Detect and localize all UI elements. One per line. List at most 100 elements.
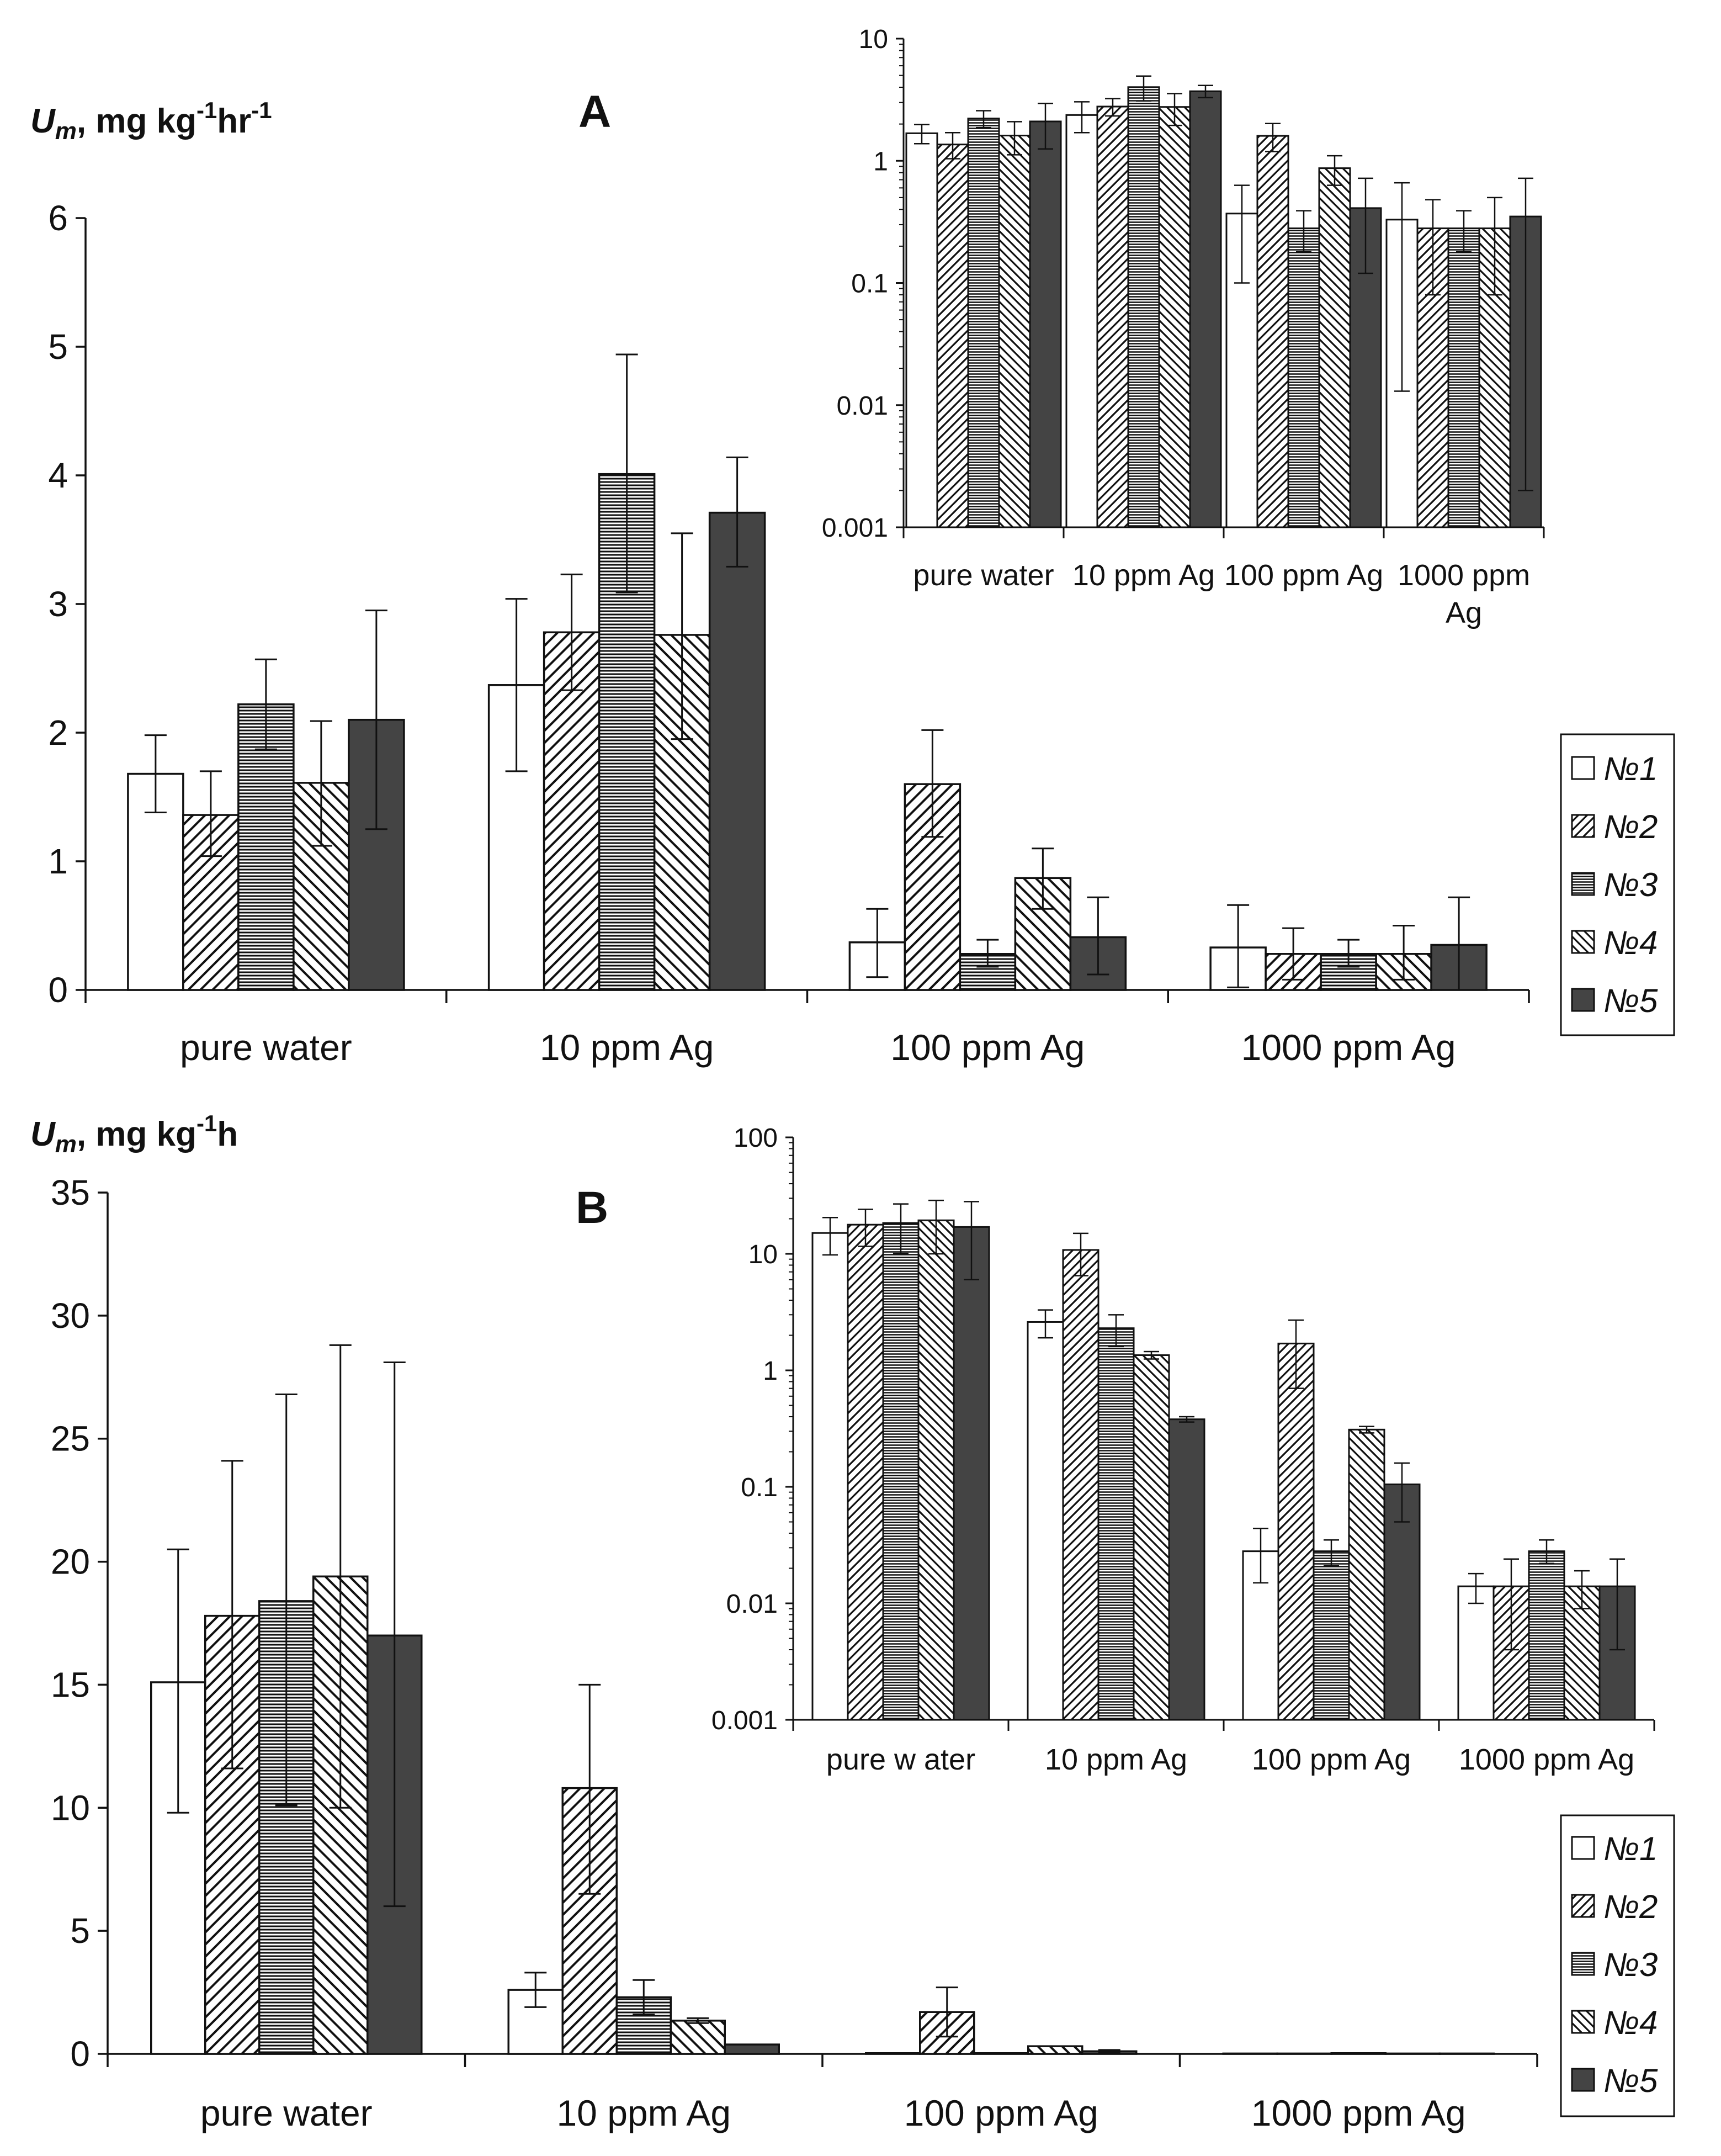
B-main-y-tick-label: 10 bbox=[51, 1788, 90, 1827]
B-main-bar-4 bbox=[1027, 2045, 1083, 2055]
A-main-bar-5 bbox=[708, 511, 766, 991]
B-inset-y-tick-label: 0.01 bbox=[726, 1590, 778, 1619]
legend-b-label-3: №3 bbox=[1603, 1946, 1658, 1983]
A-inset-bar-3 bbox=[1287, 227, 1320, 528]
legend-a-swatch-2 bbox=[1571, 814, 1595, 838]
panel-b-letter: B bbox=[576, 1183, 608, 1233]
A-inset-bar-3 bbox=[1127, 86, 1160, 528]
panel-b-legend: №1 №2 №3 №4 №5 bbox=[1560, 1814, 1675, 2117]
legend-a-swatch-5 bbox=[1571, 988, 1595, 1012]
legend-a-swatch-1 bbox=[1571, 756, 1595, 780]
B-main-category-label: 10 ppm Ag bbox=[556, 2093, 731, 2133]
B-main-bar-4 bbox=[670, 2020, 726, 2055]
B-inset-bar-4 bbox=[1348, 1428, 1385, 1721]
legend-b-label-1: №1 bbox=[1603, 1830, 1658, 1867]
B-inset-category-label: pure w ater bbox=[826, 1743, 975, 1776]
B-inset-y-tick-label: 1 bbox=[763, 1357, 778, 1386]
B-main-y-tick-label: 0 bbox=[70, 2034, 90, 2074]
A-main-y-tick-label: 6 bbox=[48, 198, 68, 238]
B-main-bar-4 bbox=[1384, 2052, 1441, 2055]
B-inset-y-tick-label: 10 bbox=[748, 1240, 778, 1269]
B-main-category-label: 100 ppm Ag bbox=[904, 2093, 1098, 2133]
B-inset-bar-3 bbox=[1313, 1550, 1350, 1721]
B-main-bar-1 bbox=[865, 2052, 921, 2055]
A-inset-bar-1 bbox=[1065, 114, 1098, 528]
legend-a-label-1: №1 bbox=[1603, 750, 1658, 787]
legend-b-swatch-4 bbox=[1571, 2010, 1595, 2034]
A-inset-bar-1 bbox=[905, 132, 938, 528]
B-inset-bar-2 bbox=[847, 1223, 884, 1721]
A-inset-category-label: 1000 ppm Ag bbox=[1398, 559, 1530, 629]
B-inset-bar-2 bbox=[1062, 1249, 1099, 1721]
panel-b-inset-log-chart: 0.001 0.01 0.1 1 10 100 pure w ater 10 ppm Ag 10… bbox=[711, 1124, 1655, 1776]
A-inset-bar-4 bbox=[1158, 106, 1191, 528]
B-inset-y-tick-label: 0.001 bbox=[711, 1706, 778, 1735]
A-inset-bar-5 bbox=[1029, 120, 1062, 528]
A-main-y-tick-label: 1 bbox=[48, 841, 68, 881]
B-inset-bar-5 bbox=[953, 1226, 990, 1721]
panel-a-inset-log-chart: 0.001 0.01 0.1 1 10 pure water 10 ppm Ag 100 pp… bbox=[822, 25, 1545, 629]
legend-b-label-5: №5 bbox=[1603, 2062, 1658, 2099]
legend-a-label-2: №2 bbox=[1603, 808, 1658, 845]
B-inset-bar-4 bbox=[917, 1219, 955, 1721]
legend-a-label-5: №5 bbox=[1603, 982, 1658, 1019]
B-main-category-label: pure water bbox=[200, 2093, 373, 2133]
legend-a-label-3: №3 bbox=[1603, 866, 1658, 903]
B-inset-category-label: 100 ppm Ag bbox=[1252, 1743, 1411, 1776]
legend-a-swatch-4 bbox=[1571, 930, 1595, 954]
A-main-category-label: 100 ppm Ag bbox=[890, 1027, 1085, 1068]
B-main-category-label: 1000 ppm Ag bbox=[1251, 2093, 1466, 2133]
A-inset-bar-4 bbox=[1318, 167, 1351, 528]
B-inset-bar-3 bbox=[1528, 1550, 1565, 1721]
A-main-y-tick-label: 4 bbox=[48, 455, 68, 495]
panel-b-main-chart: 0 5 10 15 20 25 30 35 pure water 10 ppm Ag 100 ppm… bbox=[51, 1173, 1538, 2133]
B-main-bar-5 bbox=[724, 2043, 780, 2055]
B-inset-category-label: 1000 ppm Ag bbox=[1459, 1743, 1634, 1776]
A-inset-bar-2 bbox=[936, 144, 969, 528]
legend-a-swatch-3 bbox=[1571, 872, 1595, 896]
B-inset-bar-1 bbox=[811, 1232, 849, 1721]
A-inset-bar-2 bbox=[1256, 135, 1289, 528]
B-main-bar-3 bbox=[973, 2052, 1029, 2055]
B-inset-bar-5 bbox=[1383, 1484, 1421, 1721]
B-inset-y-tick-label: 100 bbox=[734, 1124, 778, 1153]
A-main-y-tick-label: 5 bbox=[48, 327, 68, 367]
B-main-y-tick-label: 15 bbox=[51, 1665, 90, 1704]
A-inset-bar-5 bbox=[1189, 90, 1222, 528]
A-main-category-label: 1000 ppm Ag bbox=[1241, 1027, 1456, 1068]
B-main-y-tick-label: 35 bbox=[51, 1173, 90, 1212]
A-inset-y-tick-label: 10 bbox=[859, 25, 888, 54]
B-inset-bar-3 bbox=[882, 1222, 920, 1721]
panel-a-letter: A bbox=[578, 87, 611, 137]
A-main-category-label: 10 ppm Ag bbox=[540, 1027, 714, 1068]
panel-a-main-chart: 0 1 2 3 4 5 6 pure water 10 ppm Ag 100 ppm Ag 1000… bbox=[48, 198, 1530, 1068]
A-inset-category-label: 100 ppm Ag bbox=[1224, 559, 1383, 592]
B-inset-bar-3 bbox=[1097, 1327, 1135, 1721]
A-inset-category-label: pure water bbox=[913, 559, 1054, 592]
B-inset-bar-1 bbox=[1027, 1321, 1064, 1721]
panel-a-y-axis-title: Um, mg kg-1hr-1 bbox=[30, 97, 272, 145]
B-inset-y-tick-label: 0.1 bbox=[741, 1473, 778, 1502]
legend-b-swatch-3 bbox=[1571, 1952, 1595, 1976]
A-inset-bar-4 bbox=[998, 134, 1031, 528]
A-inset-bar-3 bbox=[1447, 227, 1480, 528]
B-inset-bar-1 bbox=[1457, 1585, 1495, 1721]
A-main-y-tick-label: 0 bbox=[48, 970, 68, 1010]
legend-a-label-4: №4 bbox=[1603, 924, 1658, 961]
A-inset-y-tick-label: 0.1 bbox=[851, 269, 888, 299]
A-main-y-tick-label: 2 bbox=[48, 713, 68, 753]
legend-b-swatch-2 bbox=[1571, 1894, 1595, 1918]
A-inset-bar-4 bbox=[1478, 227, 1511, 528]
legend-b-swatch-5 bbox=[1571, 2068, 1595, 2092]
B-main-y-tick-label: 30 bbox=[51, 1296, 90, 1336]
B-main-y-tick-label: 25 bbox=[51, 1419, 90, 1459]
A-inset-y-tick-label: 1 bbox=[873, 147, 888, 176]
B-main-y-tick-label: 5 bbox=[70, 1911, 90, 1951]
A-inset-bar-2 bbox=[1096, 105, 1129, 528]
legend-b-label-4: №4 bbox=[1603, 2004, 1658, 2041]
A-main-category-label: pure water bbox=[180, 1027, 352, 1068]
A-inset-bar-3 bbox=[967, 118, 1000, 528]
B-main-bar-3 bbox=[1330, 2052, 1387, 2055]
B-main-bar-2 bbox=[1276, 2052, 1332, 2055]
